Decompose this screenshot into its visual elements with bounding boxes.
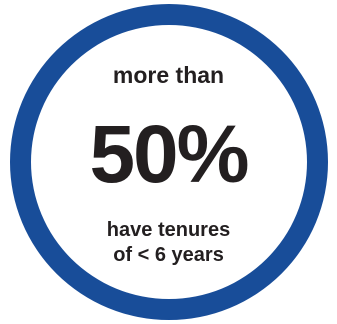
stat-lead-text: more than (112, 62, 225, 88)
stat-caption-line-2: of < 6 years (113, 244, 224, 266)
stat-caption-line-1: have tenures (106, 219, 231, 241)
stat-value: 50% (89, 109, 249, 200)
